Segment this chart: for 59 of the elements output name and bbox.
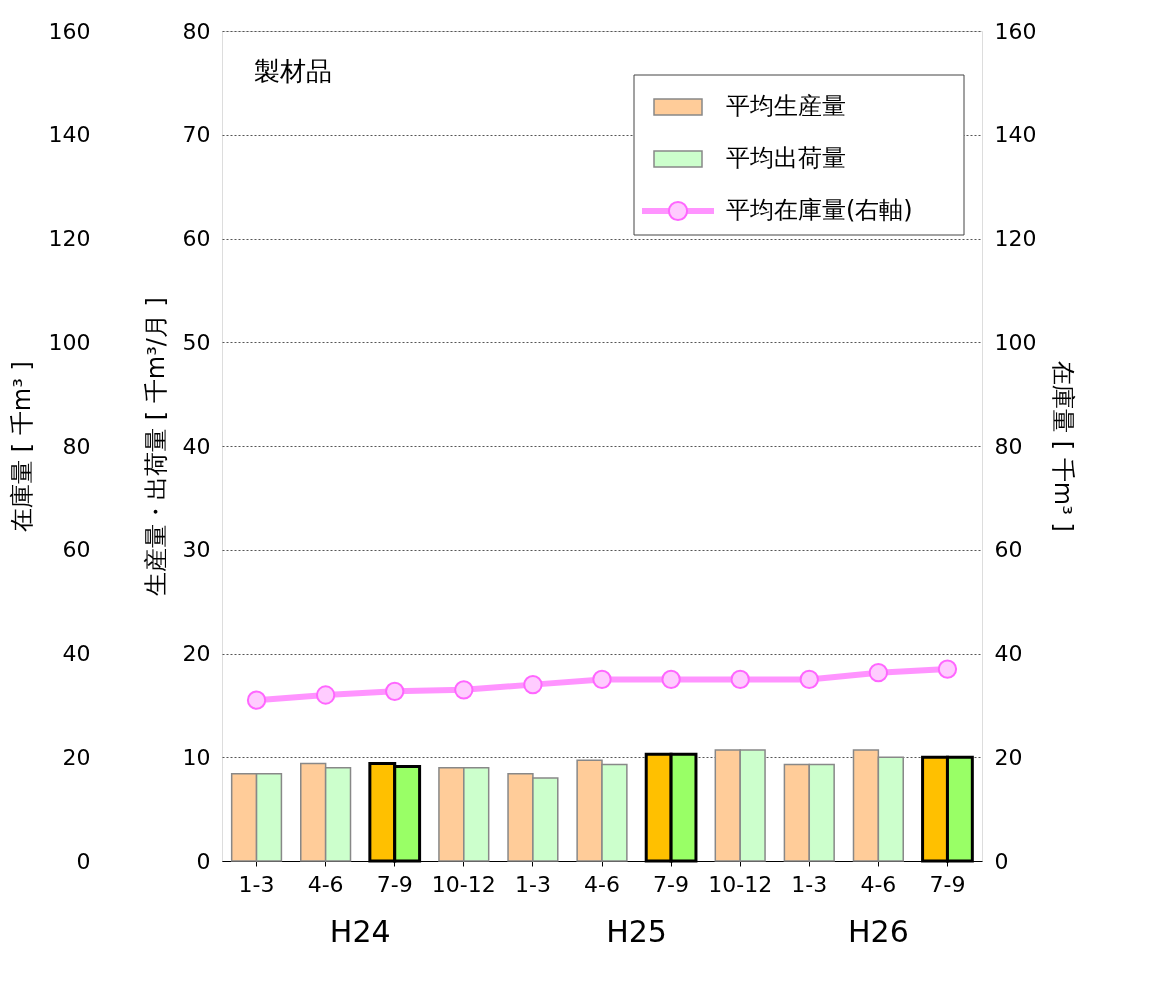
- y2-tick-label: 100: [994, 329, 1037, 355]
- y-tick-label: 50: [182, 329, 211, 355]
- y2-tick-label: 120: [994, 226, 1037, 251]
- y3-tick-label: 80: [62, 433, 91, 459]
- point: [315, 685, 336, 705]
- y3-tick-label: 40: [62, 641, 91, 666]
- y2-tick-label: 40: [994, 641, 1023, 666]
- y2-tick-label: 160: [994, 18, 1037, 44]
- y2-tick-label: 20: [994, 744, 1023, 770]
- y3-tick-label: 140: [48, 122, 91, 148]
- x-tick-label: 4-6: [584, 871, 620, 897]
- point: [454, 680, 474, 700]
- x-tick-label: 7-9: [929, 871, 966, 897]
- x-tick-label: 10-12: [431, 871, 496, 897]
- y3-tick-label: 120: [48, 226, 91, 251]
- y2-tick-label: 140: [994, 122, 1037, 148]
- y2-axis-title: 在庫量 [ 千m³ ]: [1049, 361, 1078, 532]
- y-axis-title: 生産量・出荷量 [ 千m³/月 ]: [141, 297, 170, 596]
- text: H24: [329, 914, 391, 949]
- x-tick-label: 7-9: [376, 871, 413, 897]
- y-tick-label: 20: [182, 641, 211, 666]
- y-tick-label: 80: [182, 18, 211, 44]
- y3-tick-label: 160: [48, 18, 91, 44]
- point: [799, 669, 819, 690]
- y3-tick-label: 60: [62, 537, 91, 563]
- y3-tick-label: 20: [62, 744, 91, 770]
- legend-label: 平均生産量: [726, 92, 846, 120]
- x-tick-label: 4-6: [860, 871, 897, 897]
- y2-tick-label: 0: [994, 848, 1009, 874]
- x-tick-label: 1-3: [514, 871, 551, 897]
- x-tick-label: 7-9: [653, 871, 690, 897]
- point: [592, 669, 612, 690]
- legend-label: 平均在庫量(右軸): [726, 196, 913, 224]
- y-tick-label: 30: [182, 537, 211, 563]
- legend-label: 平均出荷量: [726, 144, 846, 172]
- y3-tick-label: 0: [76, 848, 91, 874]
- x-tick-label: 4-6: [307, 871, 344, 897]
- x-tick-label: 10-12: [708, 871, 773, 897]
- y3-tick-label: 100: [48, 329, 91, 355]
- y3-axis-title: 在庫量 [ 千m³ ]: [7, 361, 36, 532]
- x-tick-label: 1-3: [791, 871, 828, 897]
- y-tick-label: 40: [182, 433, 211, 459]
- point: [868, 663, 889, 683]
- y2-tick-label: 60: [994, 537, 1023, 563]
- text: 製材品: [254, 56, 332, 86]
- point: [661, 669, 681, 690]
- point: [523, 674, 543, 695]
- y-tick-label: 10: [182, 744, 211, 770]
- point: [246, 690, 267, 710]
- point: [385, 681, 405, 702]
- text: H25: [606, 914, 667, 949]
- point: [937, 659, 958, 679]
- point: [730, 669, 750, 690]
- y2-tick-label: 80: [994, 433, 1023, 459]
- y-tick-label: 0: [196, 848, 211, 874]
- x-tick-label: 1-3: [238, 871, 275, 897]
- text: H26: [848, 914, 909, 949]
- y-tick-label: 60: [182, 226, 211, 251]
- y-tick-label: 70: [182, 122, 211, 148]
